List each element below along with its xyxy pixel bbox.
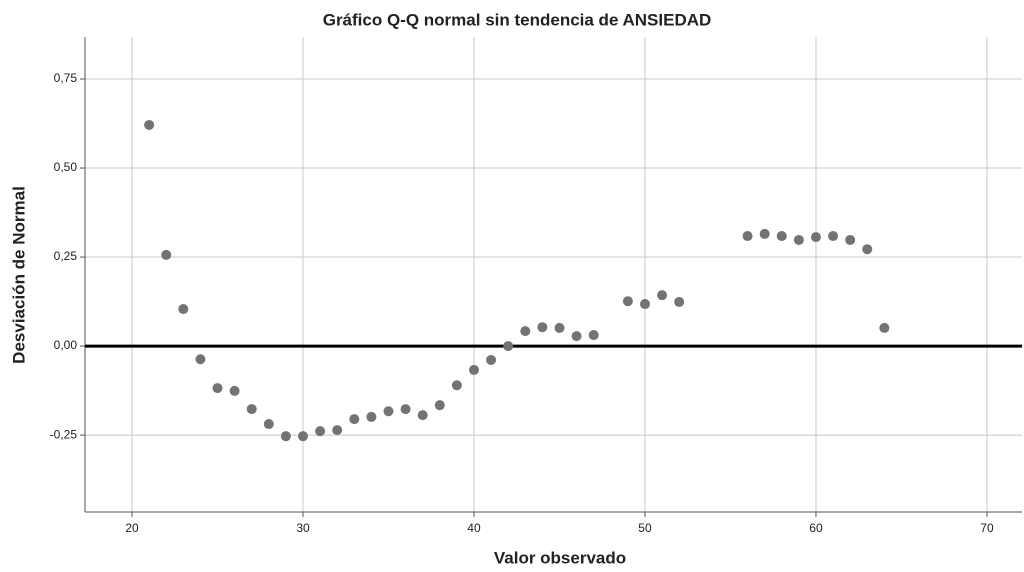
point — [554, 322, 565, 333]
point — [383, 406, 394, 417]
point — [400, 404, 411, 415]
point — [810, 232, 821, 243]
point — [793, 234, 804, 245]
point — [742, 231, 753, 242]
y-tick-label: 0,75 — [54, 71, 78, 85]
point — [537, 322, 548, 333]
point — [862, 244, 873, 255]
x-tick-label: 40 — [467, 521, 481, 535]
point — [828, 231, 839, 242]
point — [195, 354, 206, 365]
point — [571, 331, 582, 342]
y-tick-label: 0,50 — [54, 160, 78, 174]
point — [520, 326, 531, 337]
point — [879, 322, 890, 333]
point — [588, 330, 599, 341]
point — [161, 249, 172, 260]
point — [280, 431, 291, 442]
x-axis-label: Valor observado — [494, 548, 626, 567]
x-tick-label: 60 — [809, 521, 823, 535]
point — [298, 431, 309, 442]
y-tick-label: 0,00 — [54, 338, 78, 352]
point — [759, 228, 770, 239]
point — [468, 364, 479, 375]
point — [451, 380, 462, 391]
point — [315, 426, 326, 437]
x-tick-label: 70 — [980, 521, 994, 535]
point — [332, 425, 343, 436]
point — [246, 404, 257, 415]
y-tick-label: -0,25 — [50, 427, 78, 441]
point — [212, 383, 223, 394]
point — [144, 119, 155, 130]
point — [417, 410, 428, 421]
point — [776, 231, 787, 242]
point — [657, 290, 668, 301]
point — [845, 234, 856, 245]
point — [622, 296, 633, 307]
y-tick-label: 0,25 — [54, 249, 78, 263]
chart-title: Gráfico Q-Q normal sin tendencia de ANSI… — [323, 10, 712, 29]
point — [229, 385, 240, 396]
point — [366, 411, 377, 422]
point — [639, 299, 650, 310]
x-tick-label: 20 — [125, 521, 139, 535]
x-tick-label: 50 — [638, 521, 652, 535]
point — [263, 419, 274, 430]
point — [178, 304, 189, 315]
point — [434, 400, 445, 411]
point — [503, 341, 514, 352]
point — [486, 354, 497, 365]
y-axis-label: Desviación de Normal — [9, 186, 28, 364]
point — [349, 414, 360, 425]
point — [674, 296, 685, 307]
x-tick-label: 30 — [296, 521, 310, 535]
